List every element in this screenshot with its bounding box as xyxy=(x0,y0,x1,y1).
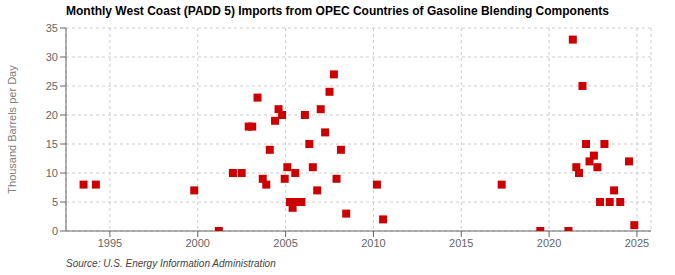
svg-text:20: 20 xyxy=(46,109,58,121)
svg-text:10: 10 xyxy=(46,167,58,179)
svg-text:1995: 1995 xyxy=(98,237,122,249)
svg-text:2020: 2020 xyxy=(537,237,561,249)
svg-text:35: 35 xyxy=(46,22,58,34)
html-text:Source: U.S. Energy Informatio: Source: U.S. Energy Information Administ… xyxy=(66,258,276,269)
svg-text:30: 30 xyxy=(46,51,58,63)
svg-text:2005: 2005 xyxy=(273,237,297,249)
svg-text:Thousand Barrels per Day: Thousand Barrels per Day xyxy=(8,65,18,194)
svg-text:0: 0 xyxy=(52,225,58,237)
svg-text:2010: 2010 xyxy=(361,237,385,249)
svg-text:5: 5 xyxy=(52,196,58,208)
svg-text:15: 15 xyxy=(46,138,58,150)
svg-text:2015: 2015 xyxy=(449,237,473,249)
html-text:Monthly West Coast (PADD 5) Im: Monthly West Coast (PADD 5) Imports from… xyxy=(66,4,609,18)
svg-text:2000: 2000 xyxy=(186,237,210,249)
svg-text:25: 25 xyxy=(46,80,58,92)
svg-text:2025: 2025 xyxy=(625,237,649,249)
